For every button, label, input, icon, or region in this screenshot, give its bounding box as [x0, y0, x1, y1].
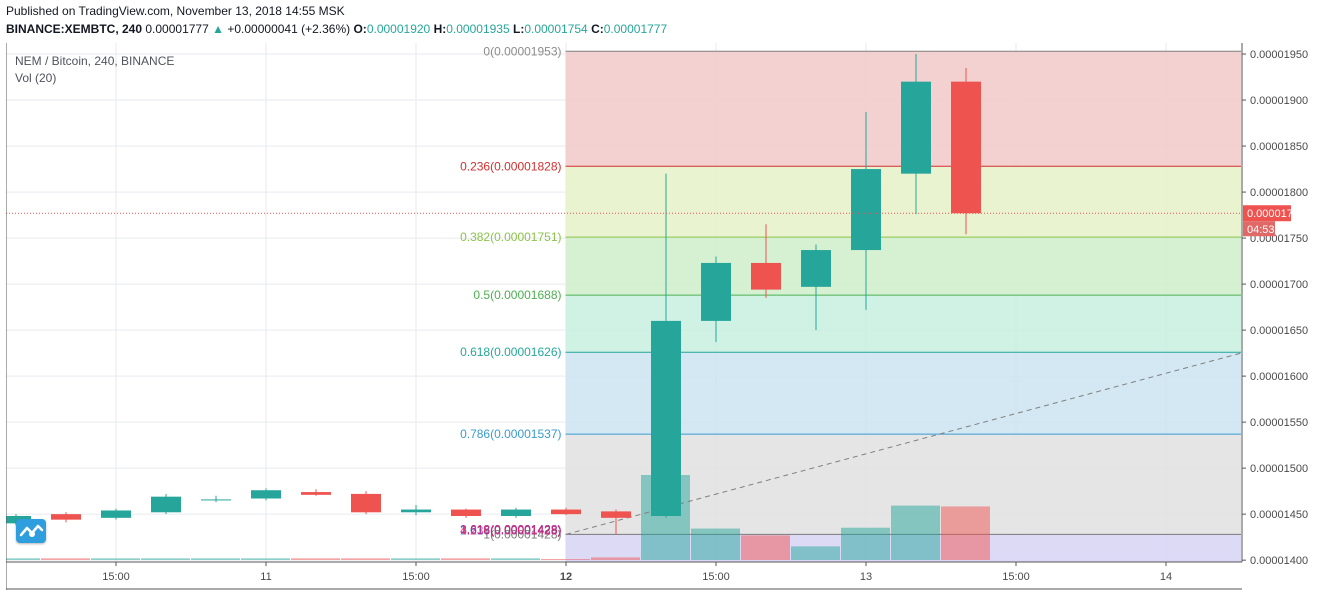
candle-body	[251, 490, 281, 499]
price-tick-label: 0.00001700	[1250, 279, 1308, 291]
volume-bar	[691, 528, 740, 560]
chart-container[interactable]: 0(0.00001953) 0.236(0.00001828) 0.382(0.00…	[6, 43, 1318, 590]
volume-bar	[6, 558, 40, 560]
close-label: C:	[591, 22, 604, 36]
time-tick-label: 15:00	[402, 571, 430, 583]
volume-bar	[391, 558, 440, 560]
volume-indicator-label[interactable]: Vol (20)	[15, 71, 57, 85]
candle-body	[151, 496, 181, 513]
price-chart[interactable]: 0(0.00001953) 0.236(0.00001828) 0.382(0.00…	[6, 43, 1318, 590]
volume-bar	[941, 506, 990, 560]
countdown-badge	[1243, 221, 1275, 237]
fib-zone	[565, 166, 1241, 238]
high-label: H:	[433, 22, 447, 36]
price-change: +0.00000041 (+2.36%)	[227, 22, 351, 36]
candle-body	[351, 493, 381, 513]
fib-zone	[565, 237, 1241, 296]
tradingview-logo-icon[interactable]	[16, 519, 46, 543]
volume-bar	[141, 558, 190, 560]
time-tick-label: 11	[260, 571, 271, 583]
fib-extension-label: 1.618(0.00001428)	[460, 522, 561, 536]
volume-bar	[891, 505, 940, 560]
chart-legend: NEM / Bitcoin, 240, BINANCE Vol (20)	[15, 53, 174, 87]
price-tick-label: 0.00001800	[1250, 187, 1308, 199]
fib-level-label: 0.618(0.00001626)	[460, 345, 561, 359]
volume-bar	[841, 527, 890, 560]
open-label: O:	[353, 22, 367, 36]
time-tick-label: 14	[1160, 571, 1172, 583]
fib-level-label: 0(0.00001953)	[483, 44, 561, 58]
candle-body	[851, 169, 881, 251]
volume-bar	[591, 557, 640, 560]
open-value: 0.00001920	[366, 22, 431, 36]
fib-extension-label: 3.618(0.00001428)	[460, 522, 561, 536]
price-tick-label: 0.00001550	[1250, 417, 1308, 429]
price-tick-label: 0.00001400	[1250, 555, 1308, 567]
last-price: 0.00001777	[145, 22, 209, 36]
candle-body	[301, 492, 331, 495]
candle-body	[601, 511, 631, 518]
candle-body	[201, 499, 231, 501]
time-tick-label: 12	[560, 571, 572, 583]
volume-bar	[91, 558, 140, 560]
time-tick-label: 13	[860, 571, 872, 583]
volume-bar	[741, 535, 790, 560]
chart-title[interactable]: NEM / Bitcoin, 240, BINANCE	[15, 54, 175, 68]
volume-bar	[791, 546, 840, 560]
low-value: 0.00001754	[524, 22, 588, 36]
volume-bar	[241, 558, 290, 560]
candle-body	[451, 509, 481, 516]
candle-body	[801, 250, 831, 287]
time-tick-label: 15:00	[1002, 571, 1030, 583]
volume-bar	[191, 558, 240, 560]
fib-level-label: 0.382(0.00001751)	[460, 230, 561, 244]
volume-bar	[341, 558, 390, 560]
candle-body	[701, 262, 731, 321]
published-caption: Published on TradingView.com, November 1…	[6, 4, 345, 18]
price-tick-label: 0.00001900	[1250, 95, 1308, 107]
candle-body	[101, 510, 131, 518]
fib-extension-label: 2.618(0.00001428)	[460, 523, 561, 537]
candle-body	[951, 81, 981, 214]
change-arrow-icon: ▲	[212, 22, 225, 36]
time-tick-label: 15:00	[102, 571, 130, 583]
candle-body	[51, 514, 81, 520]
fib-level-label: 0.786(0.00001537)	[460, 427, 561, 441]
fib-extension-label: 4.236(0.00001428)	[460, 523, 561, 537]
price-tick-label: 0.00001950	[1250, 49, 1308, 61]
volume-bar	[41, 558, 90, 560]
price-tick-label: 0.00001500	[1250, 463, 1308, 475]
current-price-label: 0.00001777	[1247, 208, 1305, 220]
candle-body	[651, 320, 681, 516]
fib-level-label: 0.5(0.00001688)	[473, 288, 561, 302]
volume-bar	[291, 558, 340, 560]
symbol-label[interactable]: BINANCE:XEMBTC, 240	[6, 22, 143, 36]
price-tick-label: 0.00001450	[1250, 509, 1308, 521]
candle-body	[751, 262, 781, 290]
close-value: 0.00001777	[603, 22, 668, 36]
price-tick-label: 0.00001650	[1250, 325, 1308, 337]
candle-body	[901, 81, 931, 174]
fib-level-label: 1(0.00001428)	[483, 527, 561, 541]
candle-body	[551, 509, 581, 515]
candle-body	[501, 509, 531, 516]
volume-bar	[541, 559, 590, 560]
volume-bar	[441, 558, 490, 560]
low-label: L:	[512, 22, 525, 36]
time-tick-label: 15:00	[702, 571, 730, 583]
price-tick-label: 0.00001600	[1250, 371, 1308, 383]
high-value: 0.00001935	[446, 22, 510, 36]
volume-bar	[491, 558, 540, 560]
candle-body	[401, 509, 431, 513]
fib-level-label: 0.236(0.00001828)	[460, 159, 561, 173]
current-price-badge	[1243, 205, 1291, 222]
bar-countdown-label: 04:53	[1247, 224, 1275, 236]
price-tick-label: 0.00001850	[1250, 141, 1308, 153]
ohlc-header: BINANCE:XEMBTC, 240 0.00001777 ▲ +0.0000…	[6, 22, 667, 36]
